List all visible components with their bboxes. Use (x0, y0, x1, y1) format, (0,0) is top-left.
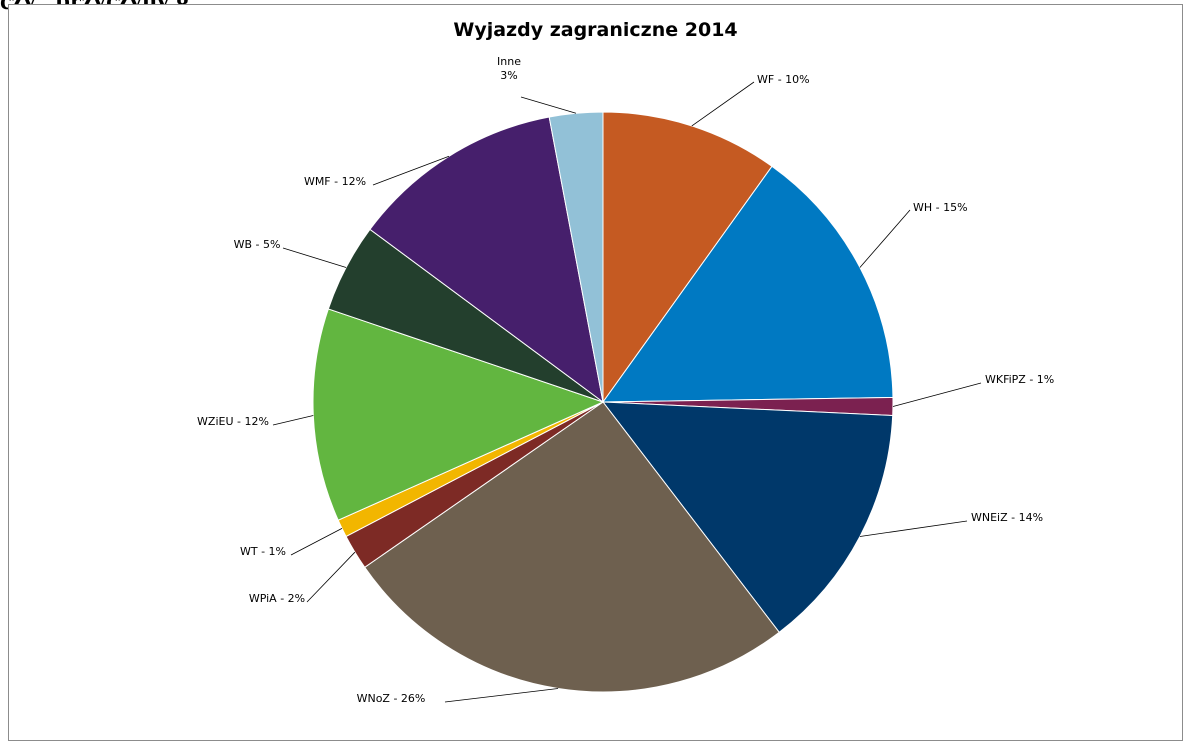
slice-label-1: WH - 15% (913, 201, 968, 214)
slice-label-8: WB - 5% (234, 238, 281, 251)
leader-line-4 (444, 688, 559, 703)
slice-label-9: WMF - 12% (304, 175, 366, 188)
slice-label-0: WF - 10% (757, 73, 810, 86)
slice-label-10: Inne 3% (497, 55, 521, 82)
leader-line-8 (282, 247, 347, 268)
slice-label-7: WZiEU - 12% (197, 415, 269, 428)
pie-slice-7 (312, 308, 605, 521)
leader-line-5 (306, 551, 356, 603)
chart-frame: Wyjazdy zagraniczne 2014 WF - 10% WH - 15… (8, 4, 1183, 741)
leader-line-6 (290, 528, 343, 556)
slice-label-6: WT - 1% (240, 545, 286, 558)
pie-chart: WF - 10% WH - 15% WKFiPZ - 1% WNEiZ - 14% WN… (197, 55, 1054, 705)
slice-label-4: WNoZ - 26% (357, 692, 426, 705)
slice-label-3: WNEiZ - 14% (971, 511, 1043, 524)
leader-line-0 (691, 81, 755, 127)
leader-line-9 (372, 155, 450, 186)
pie-slice-1 (602, 165, 894, 403)
pie-slice-0 (602, 111, 773, 404)
leader-line-10 (520, 96, 577, 114)
leader-line-2 (892, 382, 982, 407)
leader-line-3 (859, 520, 968, 537)
leader-line-1 (859, 209, 911, 268)
slice-label-2: WKFiPZ - 1% (985, 373, 1054, 386)
chart-title: Wyjazdy zagraniczne 2014 (453, 19, 738, 41)
leader-line-7 (272, 415, 314, 426)
slice-label-5: WPiA - 2% (249, 592, 305, 605)
